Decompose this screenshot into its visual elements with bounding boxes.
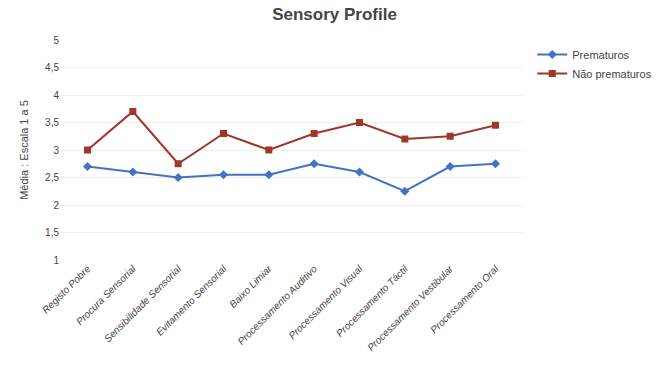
- svg-text:1,5: 1,5: [45, 227, 59, 238]
- svg-text:Registo Pobre: Registo Pobre: [40, 263, 93, 316]
- svg-text:Baixo Limiar: Baixo Limiar: [227, 263, 274, 310]
- svg-text:Prematuros: Prematuros: [572, 49, 629, 61]
- svg-text:Processamento Táctil: Processamento Táctil: [334, 263, 410, 339]
- svg-text:Procura Sensorial: Procura Sensorial: [74, 263, 139, 328]
- svg-text:Média : Escala 1 a 5: Média : Escala 1 a 5: [18, 100, 30, 200]
- svg-text:4,5: 4,5: [45, 62, 59, 73]
- svg-text:2: 2: [53, 200, 59, 211]
- svg-text:3,5: 3,5: [45, 117, 59, 128]
- svg-text:5: 5: [53, 35, 59, 46]
- svg-text:Evitamento Sensorial: Evitamento Sensorial: [154, 263, 229, 338]
- svg-text:Processamento Visual: Processamento Visual: [286, 263, 365, 342]
- svg-text:3: 3: [53, 145, 59, 156]
- svg-text:Não prematuros: Não prematuros: [572, 68, 651, 80]
- svg-text:Processamento Auditivo: Processamento Auditivo: [235, 263, 319, 347]
- svg-text:Processamento Oral: Processamento Oral: [428, 263, 501, 336]
- svg-text:2,5: 2,5: [45, 172, 59, 183]
- svg-text:1: 1: [53, 255, 59, 266]
- svg-text:Sensory Profile: Sensory Profile: [272, 5, 397, 24]
- svg-text:4: 4: [53, 90, 59, 101]
- svg-text:Processamento Vestibular: Processamento Vestibular: [365, 263, 456, 354]
- svg-text:Sensibilidade Sensorial: Sensibilidade Sensorial: [102, 263, 184, 345]
